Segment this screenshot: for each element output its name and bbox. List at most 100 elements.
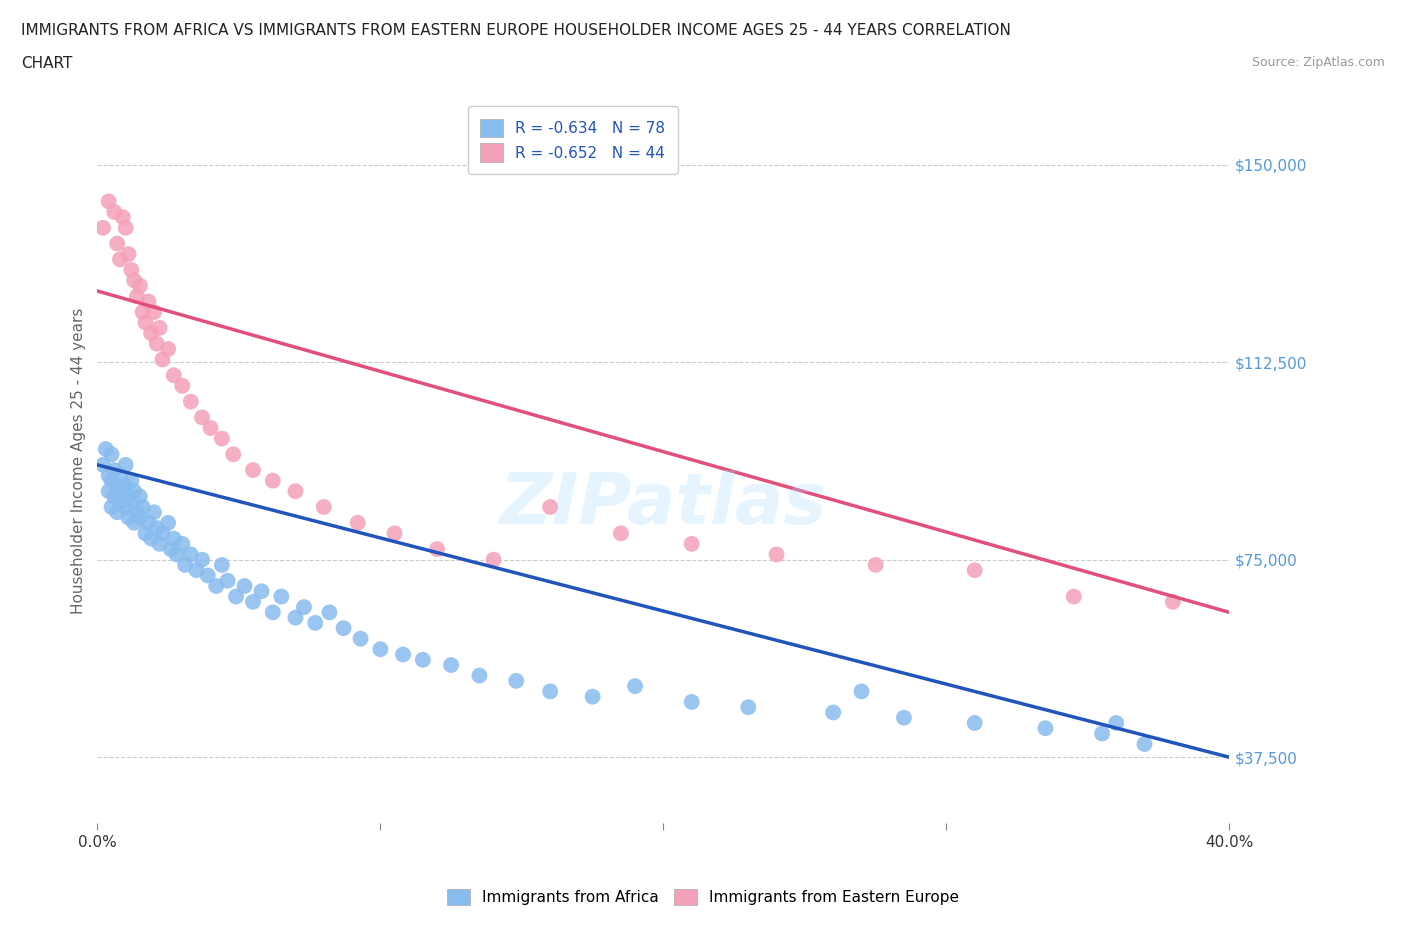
Point bbox=[166, 547, 188, 562]
Point bbox=[160, 541, 183, 556]
Point bbox=[146, 337, 169, 352]
Point bbox=[624, 679, 647, 694]
Point bbox=[242, 463, 264, 478]
Point bbox=[131, 305, 153, 320]
Point bbox=[117, 489, 139, 504]
Point bbox=[412, 652, 434, 667]
Point bbox=[1105, 715, 1128, 730]
Point bbox=[284, 484, 307, 498]
Point bbox=[114, 458, 136, 472]
Point bbox=[312, 499, 335, 514]
Point bbox=[100, 447, 122, 462]
Point bbox=[103, 205, 125, 219]
Point bbox=[217, 573, 239, 588]
Point bbox=[114, 220, 136, 235]
Point bbox=[117, 246, 139, 261]
Point bbox=[270, 589, 292, 604]
Point bbox=[318, 604, 340, 619]
Point bbox=[157, 515, 180, 530]
Point bbox=[172, 379, 194, 393]
Point bbox=[163, 531, 186, 546]
Point bbox=[538, 499, 561, 514]
Point bbox=[180, 547, 202, 562]
Point bbox=[262, 604, 284, 619]
Point bbox=[97, 468, 120, 483]
Point bbox=[146, 521, 169, 536]
Point bbox=[152, 525, 174, 540]
Point bbox=[440, 658, 463, 672]
Point bbox=[180, 394, 202, 409]
Point bbox=[823, 705, 845, 720]
Point bbox=[851, 684, 873, 698]
Point bbox=[114, 478, 136, 493]
Point bbox=[1133, 737, 1156, 751]
Point bbox=[122, 484, 145, 498]
Point bbox=[97, 484, 120, 498]
Legend: Immigrants from Africa, Immigrants from Eastern Europe: Immigrants from Africa, Immigrants from … bbox=[439, 882, 967, 913]
Point bbox=[128, 489, 150, 504]
Point bbox=[163, 368, 186, 383]
Text: Source: ZipAtlas.com: Source: ZipAtlas.com bbox=[1251, 56, 1385, 69]
Point bbox=[142, 305, 165, 320]
Point bbox=[105, 236, 128, 251]
Point bbox=[200, 420, 222, 435]
Point bbox=[211, 557, 233, 572]
Point bbox=[1091, 726, 1114, 741]
Point bbox=[122, 515, 145, 530]
Point bbox=[610, 525, 633, 540]
Point bbox=[122, 273, 145, 288]
Point bbox=[136, 294, 159, 309]
Point bbox=[233, 578, 256, 593]
Text: IMMIGRANTS FROM AFRICA VS IMMIGRANTS FROM EASTERN EUROPE HOUSEHOLDER INCOME AGES: IMMIGRANTS FROM AFRICA VS IMMIGRANTS FRO… bbox=[21, 23, 1011, 38]
Point bbox=[108, 252, 131, 267]
Point bbox=[174, 557, 197, 572]
Point bbox=[865, 557, 887, 572]
Point bbox=[262, 473, 284, 488]
Point bbox=[332, 620, 354, 635]
Point bbox=[111, 210, 134, 225]
Point bbox=[128, 278, 150, 293]
Point bbox=[108, 468, 131, 483]
Point bbox=[963, 563, 986, 578]
Point bbox=[139, 531, 162, 546]
Point bbox=[136, 515, 159, 530]
Point bbox=[737, 699, 759, 714]
Point bbox=[681, 695, 703, 710]
Point bbox=[963, 715, 986, 730]
Point bbox=[370, 642, 392, 657]
Point bbox=[1161, 594, 1184, 609]
Point bbox=[120, 262, 142, 277]
Point bbox=[581, 689, 603, 704]
Point bbox=[304, 616, 326, 631]
Point bbox=[211, 432, 233, 446]
Point bbox=[131, 499, 153, 514]
Point bbox=[152, 352, 174, 367]
Point bbox=[346, 515, 368, 530]
Point bbox=[111, 484, 134, 498]
Point bbox=[139, 326, 162, 340]
Point bbox=[191, 552, 214, 567]
Point bbox=[172, 537, 194, 551]
Point bbox=[284, 610, 307, 625]
Point bbox=[134, 315, 156, 330]
Point bbox=[94, 442, 117, 457]
Point bbox=[222, 447, 245, 462]
Point bbox=[392, 647, 415, 662]
Point bbox=[149, 321, 172, 336]
Point bbox=[134, 525, 156, 540]
Point bbox=[128, 510, 150, 525]
Point bbox=[242, 594, 264, 609]
Y-axis label: Householder Income Ages 25 - 44 years: Householder Income Ages 25 - 44 years bbox=[72, 308, 86, 614]
Point bbox=[120, 473, 142, 488]
Point bbox=[157, 341, 180, 356]
Point bbox=[103, 489, 125, 504]
Point bbox=[538, 684, 561, 698]
Point bbox=[225, 589, 247, 604]
Point bbox=[125, 289, 148, 304]
Point bbox=[103, 463, 125, 478]
Text: CHART: CHART bbox=[21, 56, 73, 71]
Point bbox=[765, 547, 787, 562]
Point bbox=[191, 410, 214, 425]
Point bbox=[91, 220, 114, 235]
Point bbox=[349, 631, 371, 646]
